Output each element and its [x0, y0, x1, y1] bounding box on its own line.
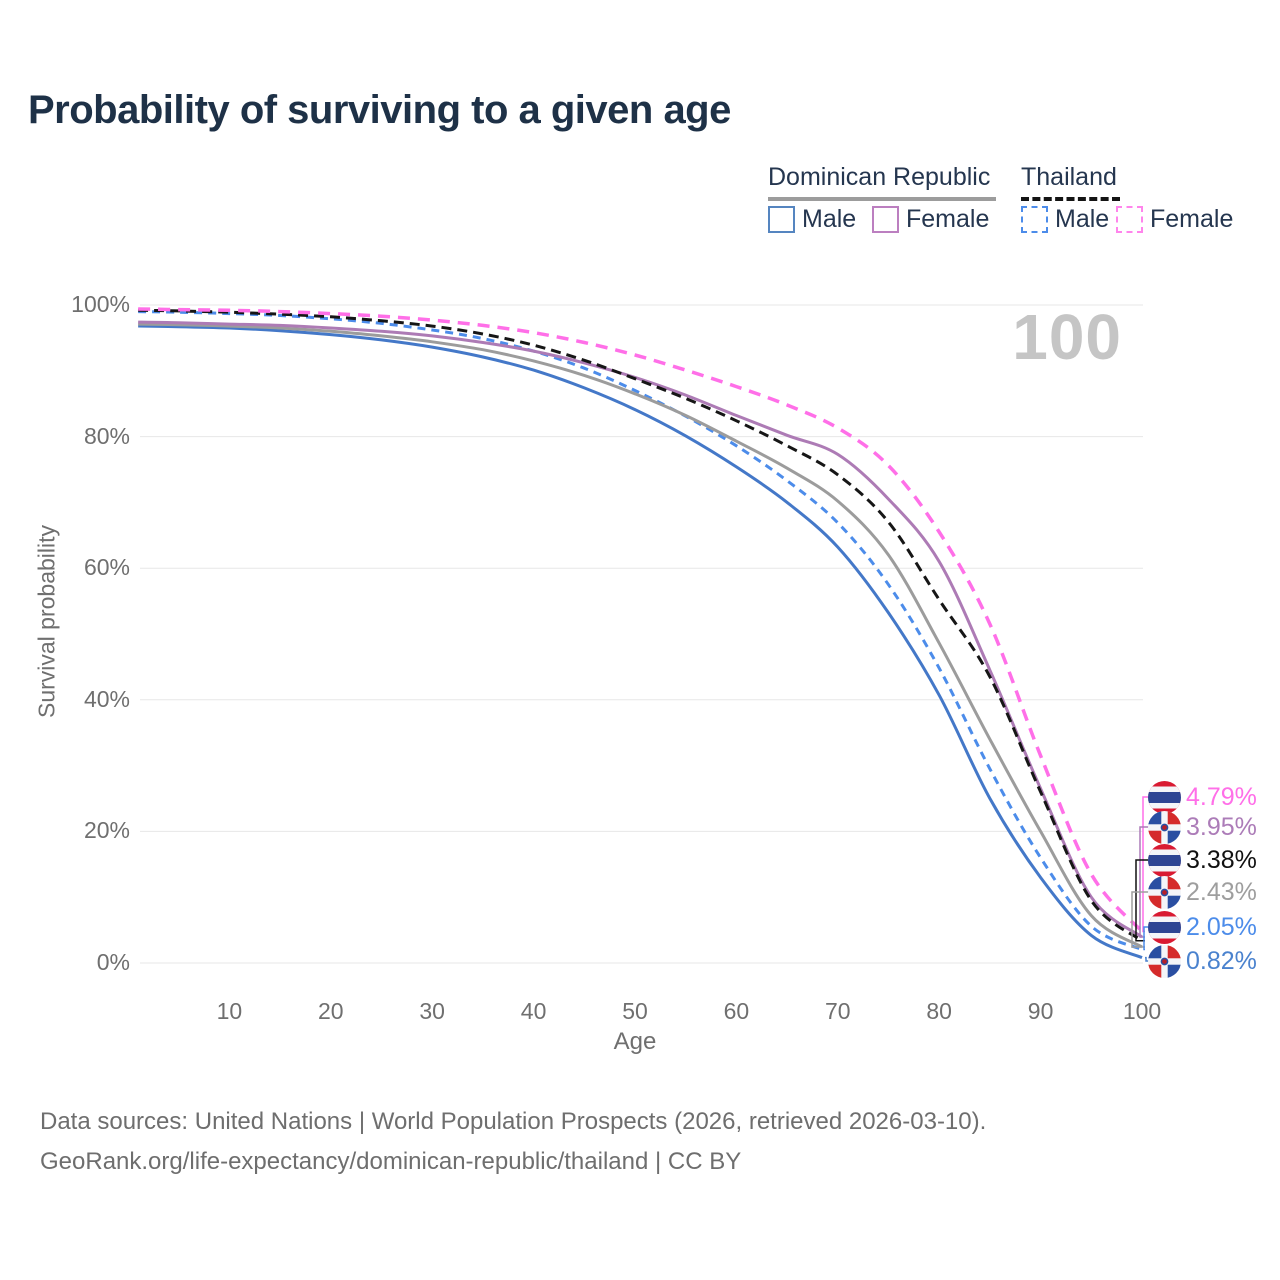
end-label-thailand-female: 4.79% — [1148, 779, 1257, 815]
series-line-dominican-republic-both — [138, 322, 1143, 949]
end-label-value: 2.43% — [1186, 877, 1257, 906]
x-tick-label: 40 — [520, 998, 547, 1024]
flag-icon-thailand — [1148, 780, 1181, 814]
legend-item-th-male[interactable]: Male — [1021, 205, 1109, 233]
x-tick-label: 60 — [723, 998, 750, 1024]
end-label-dominican-republic-male: 0.82% — [1148, 943, 1257, 979]
flag-icon-thailand — [1148, 910, 1181, 944]
end-label-value: 3.38% — [1186, 845, 1257, 874]
legend-group-dominican-republic: Dominican Republic — [768, 163, 996, 201]
age-watermark: 100 — [1012, 301, 1122, 373]
flag-icon-dominican-republic — [1148, 875, 1181, 909]
footer-attribution: GeoRank.org/life-expectancy/dominican-re… — [40, 1148, 742, 1175]
x-tick-label: 70 — [825, 998, 851, 1024]
end-label-connector — [1145, 956, 1149, 962]
flag-icon-thailand — [1148, 843, 1181, 877]
legend-group-thailand: Thailand — [1021, 163, 1120, 201]
x-tick-label: 50 — [622, 998, 648, 1024]
y-tick-label: 80% — [83, 422, 130, 449]
end-label-connector — [1139, 826, 1149, 938]
legend-label-th-male: Male — [1055, 204, 1110, 233]
legend-item-dr-female[interactable]: Female — [872, 205, 989, 233]
end-label-dominican-republic-female: 3.95% — [1148, 809, 1257, 845]
legend-label-dr-male: Male — [802, 204, 857, 233]
end-label-connector — [1131, 891, 1149, 948]
legend-label-dr-female: Female — [906, 204, 990, 233]
end-label-thailand-both: 3.38% — [1148, 842, 1257, 878]
x-tick-label: 20 — [318, 998, 344, 1024]
x-axis-title: Age — [613, 1028, 657, 1055]
series-line-thailand-male — [138, 310, 1143, 951]
end-label-value: 0.82% — [1186, 946, 1257, 975]
legend-swatch-dr-male-icon — [768, 205, 795, 233]
footer-data-sources: Data sources: United Nations | World Pop… — [40, 1108, 987, 1135]
y-tick-label: 0% — [96, 949, 130, 975]
page-title: Probability of surviving to a given age — [28, 88, 731, 132]
series-line-thailand-both — [138, 308, 1143, 943]
legend-swatch-th-female-icon — [1116, 205, 1143, 233]
legend-item-th-female[interactable]: Female — [1116, 205, 1233, 233]
legend-item-dr-male[interactable]: Male — [768, 205, 856, 233]
series-line-thailand-female — [138, 307, 1144, 933]
series-line-dominican-republic-female — [138, 320, 1143, 939]
y-tick-label: 100% — [71, 291, 130, 317]
y-tick-label: 40% — [83, 685, 130, 712]
flag-icon-dominican-republic — [1148, 944, 1181, 978]
y-tick-label: 20% — [83, 817, 130, 844]
x-tick-label: 10 — [216, 998, 243, 1024]
y-tick-label: 60% — [83, 554, 130, 581]
end-label-connector — [1143, 926, 1149, 951]
end-label-connector — [1135, 859, 1149, 942]
series-line-dominican-republic-male — [138, 324, 1143, 959]
flag-icon-dominican-republic — [1148, 810, 1181, 844]
x-tick-label: 100 — [1122, 998, 1162, 1024]
end-label-dominican-republic-both: 2.43% — [1148, 874, 1257, 910]
x-tick-label: 80 — [926, 998, 952, 1024]
end-label-value: 2.05% — [1186, 912, 1257, 941]
x-tick-label: 90 — [1027, 998, 1054, 1024]
end-label-value: 4.79% — [1186, 782, 1257, 811]
legend-swatch-dr-female-icon — [872, 205, 899, 233]
legend-label-th-female: Female — [1150, 204, 1234, 233]
end-label-thailand-male: 2.05% — [1148, 909, 1257, 945]
x-tick-label: 30 — [419, 998, 445, 1024]
legend-swatch-th-male-icon — [1021, 205, 1048, 233]
end-label-value: 3.95% — [1186, 812, 1257, 841]
